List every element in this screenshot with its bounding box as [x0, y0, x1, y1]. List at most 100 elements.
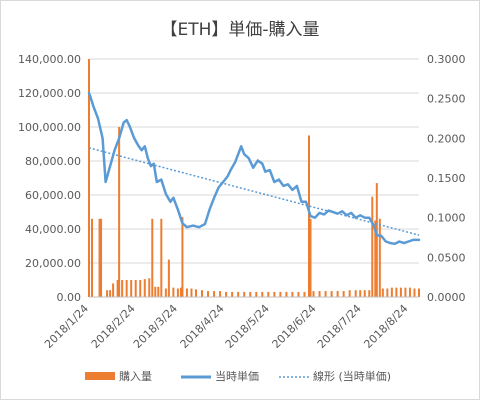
- line-unit-price: [87, 91, 421, 246]
- bar-purchase-volume: [375, 183, 378, 297]
- bar-purchase-volume: [106, 290, 109, 297]
- trendline-unit-price: [88, 147, 420, 236]
- bar-purchase-volume: [194, 289, 197, 297]
- bar-purchase-volume: [354, 290, 357, 297]
- legend-swatch-bar: [85, 372, 115, 380]
- bar-purchase-volume: [368, 290, 371, 297]
- bar-purchase-volume: [330, 291, 333, 297]
- bar-purchase-volume: [303, 291, 306, 297]
- bar-purchase-volume: [91, 218, 94, 297]
- bar-purchase-volume: [297, 291, 300, 297]
- left-tick-label: 0.00: [57, 291, 82, 304]
- bar-purchase-volume: [324, 291, 327, 297]
- bar-purchase-volume: [378, 218, 381, 297]
- bar-purchase-volume: [172, 287, 175, 297]
- chart-title: 【ETH】単価-購入量: [160, 20, 319, 40]
- bar-purchase-volume: [154, 286, 157, 297]
- bar-purchase-volume: [100, 218, 103, 297]
- bar-purchase-volume: [139, 280, 142, 297]
- trendline-series: [88, 147, 420, 236]
- bar-purchase-volume: [237, 291, 240, 297]
- bar-purchase-volume: [157, 286, 160, 297]
- bar-purchase-volume: [309, 218, 312, 297]
- bar-purchase-volume: [118, 127, 121, 297]
- x-tick-label: 2018/1/24: [42, 302, 91, 351]
- bar-purchase-volume: [213, 291, 216, 297]
- bar-purchase-volume: [371, 196, 374, 297]
- bar-purchase-volume: [395, 287, 398, 297]
- bar-purchase-volume: [267, 291, 270, 297]
- bar-purchase-volume: [243, 291, 246, 297]
- bar-purchase-volume: [121, 280, 124, 297]
- legend-label-trendline: 線形 (当時単価): [313, 369, 391, 383]
- bar-purchase-volume: [160, 218, 163, 297]
- right-tick-label: 0.1500: [427, 172, 466, 185]
- x-tick-label: 2018/6/24: [270, 302, 319, 351]
- left-tick-label: 100,000.00: [18, 121, 81, 134]
- right-tick-label: 0.0500: [427, 251, 466, 264]
- legend-label-bar: 購入量: [119, 369, 152, 383]
- bar-purchase-volume: [404, 287, 407, 297]
- bar-purchase-volume: [148, 278, 151, 297]
- bar-purchase-volume: [408, 287, 411, 297]
- right-tick-label: 0.2000: [427, 132, 466, 145]
- bar-purchase-volume: [112, 283, 115, 297]
- bar-purchase-volume: [348, 290, 351, 297]
- bar-purchase-volume: [98, 218, 101, 297]
- bar-purchase-volume: [279, 291, 282, 297]
- legend: 購入量 当時単価 線形 (当時単価): [85, 369, 391, 383]
- bar-purchase-volume: [88, 59, 90, 297]
- bar-purchase-volume: [255, 291, 258, 297]
- x-tick-label: 2018/8/24: [361, 302, 410, 351]
- bar-series-purchase-volume: [88, 59, 420, 297]
- bar-purchase-volume: [291, 291, 294, 297]
- legend-label-line: 当時単価: [215, 369, 259, 383]
- left-y-axis: 0.00 20,000.00 40,000.00 60,000.00 80,000.00…: [18, 53, 81, 304]
- bar-purchase-volume: [116, 280, 119, 297]
- bar-purchase-volume: [374, 220, 377, 297]
- x-tick-label: 2018/2/24: [89, 302, 138, 351]
- bar-purchase-volume: [336, 291, 339, 297]
- bar-purchase-volume: [179, 287, 182, 297]
- bar-purchase-volume: [363, 290, 366, 297]
- bar-purchase-volume: [318, 291, 321, 297]
- line-series-unit-price: [87, 91, 421, 246]
- grid-lines: [89, 58, 419, 298]
- bar-purchase-volume: [190, 288, 193, 297]
- left-tick-label: 120,000.00: [18, 87, 81, 100]
- x-axis: 2018/1/242018/2/242018/3/242018/4/242018…: [42, 296, 419, 351]
- right-tick-label: 0.1000: [427, 212, 466, 225]
- bar-purchase-volume: [342, 291, 345, 297]
- bar-purchase-volume: [418, 288, 420, 297]
- bar-purchase-volume: [130, 280, 133, 297]
- x-tick-label: 2018/3/24: [131, 302, 180, 351]
- bar-purchase-volume: [151, 218, 154, 297]
- bar-purchase-volume: [413, 288, 416, 297]
- left-tick-label: 80,000.00: [25, 155, 81, 168]
- x-tick-label: 2018/5/24: [223, 302, 272, 351]
- bar-purchase-volume: [219, 291, 222, 297]
- right-tick-label: 0.2500: [427, 93, 466, 106]
- left-tick-label: 40,000.00: [25, 223, 81, 236]
- bar-purchase-volume: [134, 280, 137, 297]
- x-tick-label: 2018/7/24: [315, 302, 364, 351]
- bar-purchase-volume: [359, 290, 362, 297]
- bar-purchase-volume: [143, 279, 146, 297]
- bar-purchase-volume: [249, 291, 252, 297]
- bar-purchase-volume: [167, 259, 170, 297]
- bar-purchase-volume: [176, 288, 179, 297]
- bar-purchase-volume: [285, 291, 288, 297]
- bar-purchase-volume: [312, 291, 315, 297]
- bar-purchase-volume: [109, 290, 112, 297]
- left-tick-label: 60,000.00: [25, 189, 81, 202]
- right-tick-label: 0.0000: [427, 291, 466, 304]
- right-tick-label: 0.3000: [427, 53, 466, 66]
- bar-purchase-volume: [231, 291, 234, 297]
- bar-purchase-volume: [207, 291, 210, 297]
- bar-purchase-volume: [201, 290, 204, 297]
- right-y-axis: 0.0000 0.0500 0.1000 0.1500 0.2000 0.2500 0.30…: [427, 53, 466, 304]
- left-tick-label: 20,000.00: [25, 257, 81, 270]
- bar-purchase-volume: [399, 287, 402, 297]
- bar-purchase-volume: [386, 288, 389, 297]
